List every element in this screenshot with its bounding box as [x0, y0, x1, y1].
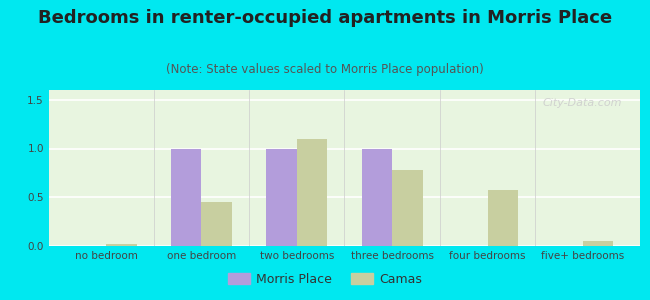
- Text: Bedrooms in renter-occupied apartments in Morris Place: Bedrooms in renter-occupied apartments i…: [38, 9, 612, 27]
- Bar: [202, 202, 232, 246]
- Bar: [392, 170, 422, 246]
- Text: (Note: State values scaled to Morris Place population): (Note: State values scaled to Morris Pla…: [166, 63, 484, 76]
- Bar: [361, 148, 392, 246]
- Text: City-Data.com: City-Data.com: [543, 98, 623, 108]
- Bar: [297, 139, 328, 246]
- Bar: [488, 190, 518, 246]
- Legend: Morris Place, Camas: Morris Place, Camas: [222, 268, 428, 291]
- Bar: [106, 244, 136, 246]
- Bar: [583, 241, 614, 246]
- Bar: [266, 148, 297, 246]
- Bar: [171, 148, 202, 246]
